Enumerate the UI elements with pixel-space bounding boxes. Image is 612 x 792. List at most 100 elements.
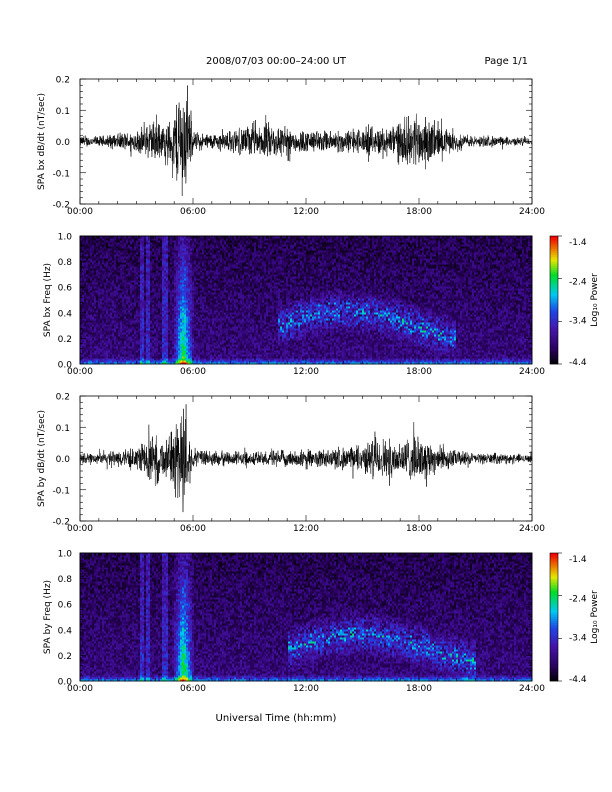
- spectrogram-cell: [106, 312, 108, 314]
- spectrogram-cell: [108, 324, 110, 326]
- spectrogram-cell: [116, 258, 118, 260]
- spectrogram-cell: [94, 240, 96, 242]
- spectrogram-cell: [106, 308, 108, 310]
- spectrogram-cell: [84, 320, 86, 322]
- spectrogram-cell: [94, 336, 96, 338]
- spectrogram-cell: [102, 358, 104, 360]
- spectrogram-cell: [118, 360, 120, 362]
- spectrogram-cell: [84, 290, 86, 292]
- spectrogram-cell: [86, 266, 88, 268]
- y-tick-label: 0.4: [58, 309, 73, 319]
- spectrogram-cell: [104, 252, 106, 254]
- spectrogram-cell: [112, 308, 114, 310]
- spectrogram-cell: [90, 320, 92, 322]
- spectrogram-cell: [116, 276, 118, 278]
- spectrogram-cell: [102, 346, 104, 348]
- spectrogram-cell: [112, 294, 114, 296]
- spectrogram-cell: [104, 294, 106, 296]
- spectrogram-cell: [98, 312, 100, 314]
- spectrogram-cell: [92, 276, 94, 278]
- spectrogram-cell: [112, 360, 114, 362]
- spectrogram-cell: [82, 294, 84, 296]
- spectrogram-cell: [96, 250, 98, 252]
- spectrogram-cell: [110, 260, 112, 262]
- spectrogram-cell: [88, 340, 90, 342]
- spectrogram-cell: [88, 262, 90, 264]
- spectrogram-cell: [92, 320, 94, 322]
- spectrogram-cell: [112, 324, 114, 326]
- spectrogram-cell: [116, 316, 118, 318]
- spectrogram-cell: [116, 272, 118, 274]
- spectrogram-cell: [112, 250, 114, 252]
- spectrogram-cell: [86, 330, 88, 332]
- spectrogram-cell: [90, 286, 92, 288]
- spectrogram-cell: [104, 340, 106, 342]
- spectrogram-cell: [102, 250, 104, 252]
- spectrogram-cell: [98, 302, 100, 304]
- spectrogram-cell: [112, 332, 114, 334]
- spectrogram-cell: [110, 344, 112, 346]
- spectrogram-cell: [102, 354, 104, 356]
- spectrogram-cell: [84, 350, 86, 352]
- spectrogram-cell: [94, 330, 96, 332]
- spectrogram-cell: [96, 338, 98, 340]
- spectrogram-cell: [110, 350, 112, 352]
- spectrogram-cell: [110, 300, 112, 302]
- spectrogram-cell: [116, 274, 118, 276]
- spectrogram-cell: [98, 238, 100, 240]
- spectrogram-cell: [110, 284, 112, 286]
- spectrogram-cell: [110, 276, 112, 278]
- spectrogram-cell: [90, 294, 92, 296]
- spectrogram-cell: [100, 344, 102, 346]
- spectrogram-cell: [86, 308, 88, 310]
- spectrogram-cell: [108, 274, 110, 276]
- spectrogram-cell: [90, 308, 92, 310]
- spectrogram-cell: [88, 256, 90, 258]
- spectrogram-cell: [104, 310, 106, 312]
- spectrogram-cell: [114, 290, 116, 292]
- spectrogram-cell: [94, 286, 96, 288]
- spectrogram-cell: [96, 314, 98, 316]
- spectrogram-cell: [116, 348, 118, 350]
- spectrogram-cell: [92, 334, 94, 336]
- spectrogram-cell: [112, 290, 114, 292]
- spectrogram-cell: [98, 334, 100, 336]
- spectrogram-cell: [88, 300, 90, 302]
- spectrogram-cell: [106, 338, 108, 340]
- spectrogram-cell: [88, 260, 90, 262]
- spectrogram-cell: [86, 290, 88, 292]
- spectrogram-cell: [106, 240, 108, 242]
- y-tick-label: 0.0: [56, 138, 71, 148]
- spectrogram-cell: [116, 282, 118, 284]
- spectrogram-cell: [100, 336, 102, 338]
- spectrogram-cell: [88, 292, 90, 294]
- spectrogram-cell: [102, 296, 104, 298]
- spectrogram-cell: [98, 284, 100, 286]
- spectrogram-cell: [98, 304, 100, 306]
- spectrogram-cell: [94, 266, 96, 268]
- spectrogram-cell: [84, 360, 86, 362]
- spectrogram-cell: [92, 296, 94, 298]
- x-tick-label: 24:00: [519, 207, 545, 217]
- spectrogram-cell: [96, 302, 98, 304]
- spectrogram-cell: [106, 326, 108, 328]
- spectrogram-cell: [106, 314, 108, 316]
- spectrogram-cell: [86, 272, 88, 274]
- spectrogram-cell: [104, 238, 106, 240]
- spectrogram-cell: [110, 308, 112, 310]
- spectrogram-cell: [100, 330, 102, 332]
- spectrogram-cell: [88, 336, 90, 338]
- spectrogram-cell: [106, 238, 108, 240]
- spectrogram-cell: [98, 264, 100, 266]
- spectrogram-cell: [96, 290, 98, 292]
- spectrogram-cell: [112, 344, 114, 346]
- spectrogram-cell: [102, 274, 104, 276]
- spectrogram-cell: [100, 296, 102, 298]
- spectrogram-cell: [86, 282, 88, 284]
- spectrogram-cell: [98, 290, 100, 292]
- spectrogram-cell: [116, 356, 118, 358]
- spectrogram-cell: [112, 356, 114, 358]
- spectrogram-cell: [82, 320, 84, 322]
- spectrogram-cell: [88, 324, 90, 326]
- spectrogram-cell: [112, 272, 114, 274]
